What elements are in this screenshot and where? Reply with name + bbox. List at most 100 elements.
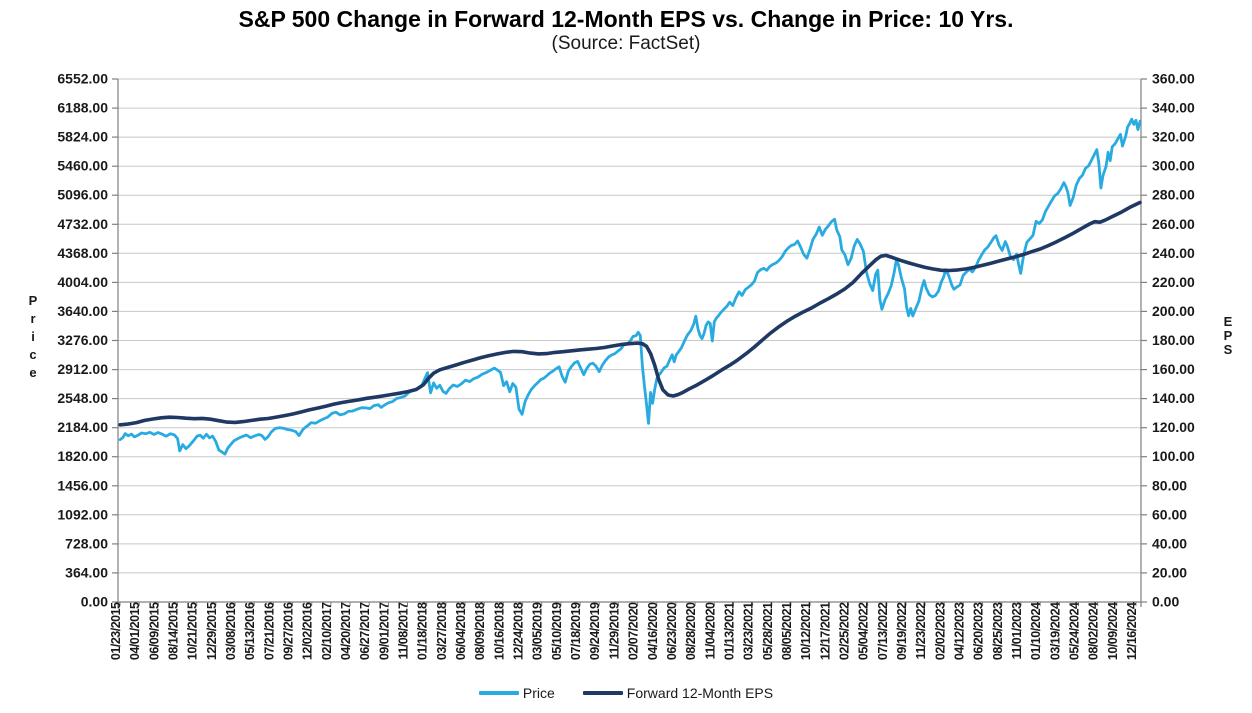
eps-line-swatch: [582, 691, 623, 695]
left-axis-tick-label: 4004.00: [57, 274, 108, 290]
x-axis-tick-label: 05/13/2016: [243, 602, 257, 660]
left-axis-tick-label: 364.00: [65, 564, 108, 580]
x-axis-tick-label: 01/10/2024: [1029, 602, 1043, 660]
x-axis-tick-label: 09/24/2019: [588, 602, 602, 660]
x-axis-tick-label: 03/19/2024: [1048, 602, 1062, 660]
x-axis-tick-label: 05/04/2022: [857, 602, 871, 660]
chart-subtitle: (Source: FactSet): [551, 33, 701, 54]
right-axis-title-letter: S: [1224, 342, 1233, 357]
x-axis-tick-label: 04/16/2020: [646, 602, 660, 660]
x-axis-tick-label: 10/21/2015: [186, 602, 200, 660]
x-axis-tick-label: 03/08/2016: [224, 602, 238, 660]
price-line: [118, 117, 1142, 456]
x-axis-tick-label: 10/16/2018: [492, 602, 506, 660]
x-axis-tick-label: 05/10/2019: [550, 602, 564, 660]
x-axis-tick-label: 09/27/2016: [282, 602, 296, 660]
price-line-swatch: [478, 691, 519, 695]
right-axis-title-letter: P: [1224, 328, 1233, 343]
x-axis-tick-label: 05/24/2024: [1068, 602, 1082, 660]
x-axis-tick-label: 09/19/2022: [895, 602, 909, 660]
left-axis-title-letter: c: [29, 347, 36, 362]
x-axis-tick-label: 08/14/2015: [167, 602, 181, 660]
x-axis-tick-label: 08/09/2018: [473, 602, 487, 660]
left-axis-title-letter: P: [29, 293, 38, 308]
x-axis-tick-label: 08/02/2024: [1087, 602, 1101, 660]
left-axis-tick-label: 2912.00: [57, 361, 108, 377]
x-axis-tick-label: 12/17/2021: [818, 602, 832, 660]
x-axis-tick-label: 04/20/2017: [339, 602, 353, 660]
x-axis-tick-label: 07/21/2016: [262, 602, 276, 660]
left-axis-tick-label: 1092.00: [57, 506, 108, 522]
x-axis-tick-label: 12/02/2016: [301, 602, 315, 660]
x-axis-tick-label: 07/18/2019: [569, 602, 583, 660]
right-axis-tick-label: 20.00: [1152, 564, 1187, 580]
left-axis-title-letter: e: [29, 365, 36, 380]
right-axis-tick-label: 240.00: [1152, 245, 1195, 261]
right-axis-tick-label: 80.00: [1152, 477, 1187, 493]
x-axis-tick-label: 11/04/2020: [703, 602, 717, 659]
left-axis-tick-label: 5824.00: [57, 129, 108, 145]
x-axis-tick-label: 12/16/2024: [1125, 602, 1139, 660]
right-axis-title-letter: E: [1224, 314, 1233, 329]
x-axis-tick-label: 04/12/2023: [953, 602, 967, 660]
x-axis-tick-label: 12/24/2018: [512, 602, 526, 660]
x-axis-tick-label: 02/02/2023: [933, 602, 947, 660]
right-axis-tick-label: 120.00: [1152, 419, 1195, 435]
x-axis-tick-label: 09/01/2017: [377, 602, 391, 660]
legend-item-eps: Forward 12-Month EPS: [582, 685, 774, 701]
x-axis-tick-label: 06/20/2023: [972, 602, 986, 660]
right-axis-tick-label: 340.00: [1152, 100, 1195, 116]
x-axis-tick-label: 06/09/2015: [147, 602, 161, 660]
right-axis-tick-label: 0.00: [1152, 594, 1179, 610]
x-axis-tick-label: 03/27/2018: [435, 602, 449, 660]
left-axis-tick-label: 5460.00: [57, 158, 108, 174]
x-axis-tick-label: 02/07/2020: [627, 602, 641, 660]
x-axis-tick-label: 01/18/2018: [416, 602, 430, 660]
left-axis-tick-label: 728.00: [65, 535, 108, 551]
x-axis-tick-label: 02/10/2017: [320, 602, 334, 660]
right-axis-tick-label: 200.00: [1152, 303, 1195, 319]
left-axis-title-letter: i: [31, 329, 35, 344]
x-axis-tick-label: 11/08/2017: [397, 602, 411, 659]
x-axis-tick-label: 02/25/2022: [838, 602, 852, 660]
x-axis-tick-label: 03/23/2021: [742, 602, 756, 660]
right-axis-tick-label: 40.00: [1152, 535, 1187, 551]
x-axis-tick-label: 10/09/2024: [1106, 602, 1120, 660]
left-axis-tick-label: 6552.00: [57, 71, 108, 87]
left-axis-tick-label: 6188.00: [57, 100, 108, 116]
x-axis-tick-label: 06/27/2017: [358, 602, 372, 660]
right-axis-tick-label: 160.00: [1152, 361, 1195, 377]
right-axis-tick-label: 220.00: [1152, 274, 1195, 290]
right-axis-tick-label: 280.00: [1152, 187, 1195, 203]
x-axis-tick-label: 03/05/2019: [531, 602, 545, 660]
x-axis-tick-label: 06/04/2018: [454, 602, 468, 660]
left-axis-tick-label: 2184.00: [57, 419, 108, 435]
left-axis-tick-label: 2548.00: [57, 390, 108, 406]
left-axis-title-letter: r: [30, 311, 35, 326]
right-axis-tick-label: 360.00: [1152, 71, 1195, 87]
legend-item-price: Price: [478, 685, 555, 701]
left-axis-tick-label: 0.00: [81, 594, 108, 610]
right-axis-tick-label: 60.00: [1152, 506, 1187, 522]
x-axis-tick-label: 08/25/2023: [991, 602, 1005, 660]
x-axis-tick-label: 07/13/2022: [876, 602, 890, 660]
left-axis-tick-label: 1820.00: [57, 448, 108, 464]
x-axis-tick-label: 06/23/2020: [665, 602, 679, 660]
right-axis-tick-label: 300.00: [1152, 158, 1195, 174]
eps-line: [118, 200, 1142, 427]
legend-label-eps: Forward 12-Month EPS: [626, 685, 774, 701]
chart-title: S&P 500 Change in Forward 12-Month EPS v…: [238, 6, 1014, 32]
x-axis-tick-label: 10/12/2021: [799, 602, 813, 660]
legend-label-price: Price: [522, 685, 555, 701]
x-axis-tick-label: 11/23/2022: [914, 602, 928, 659]
left-axis-tick-label: 4732.00: [57, 216, 108, 232]
x-axis-tick-label: 08/05/2021: [780, 602, 794, 660]
x-axis-tick-label: 05/28/2021: [761, 602, 775, 660]
chart-legend: Price Forward 12-Month EPS: [0, 685, 1252, 701]
x-axis-tick-label: 04/01/2015: [128, 602, 142, 660]
right-axis-tick-label: 260.00: [1152, 216, 1195, 232]
left-axis-tick-label: 3276.00: [57, 332, 108, 348]
x-axis-tick-label: 12/29/2015: [205, 602, 219, 660]
